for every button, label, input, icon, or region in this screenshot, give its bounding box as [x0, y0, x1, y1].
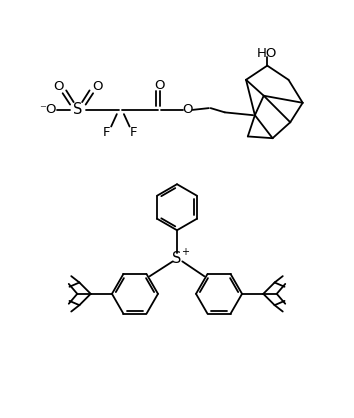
Text: O: O	[154, 79, 165, 92]
Text: +: +	[181, 247, 189, 257]
Text: HO: HO	[257, 47, 278, 60]
Text: O: O	[53, 80, 64, 93]
Text: S: S	[73, 102, 82, 117]
Text: F: F	[103, 126, 111, 139]
Text: O: O	[182, 103, 193, 116]
Text: S: S	[172, 251, 182, 266]
Text: ⁻O: ⁻O	[39, 103, 57, 116]
Text: F: F	[130, 126, 138, 139]
Text: O: O	[92, 80, 103, 93]
